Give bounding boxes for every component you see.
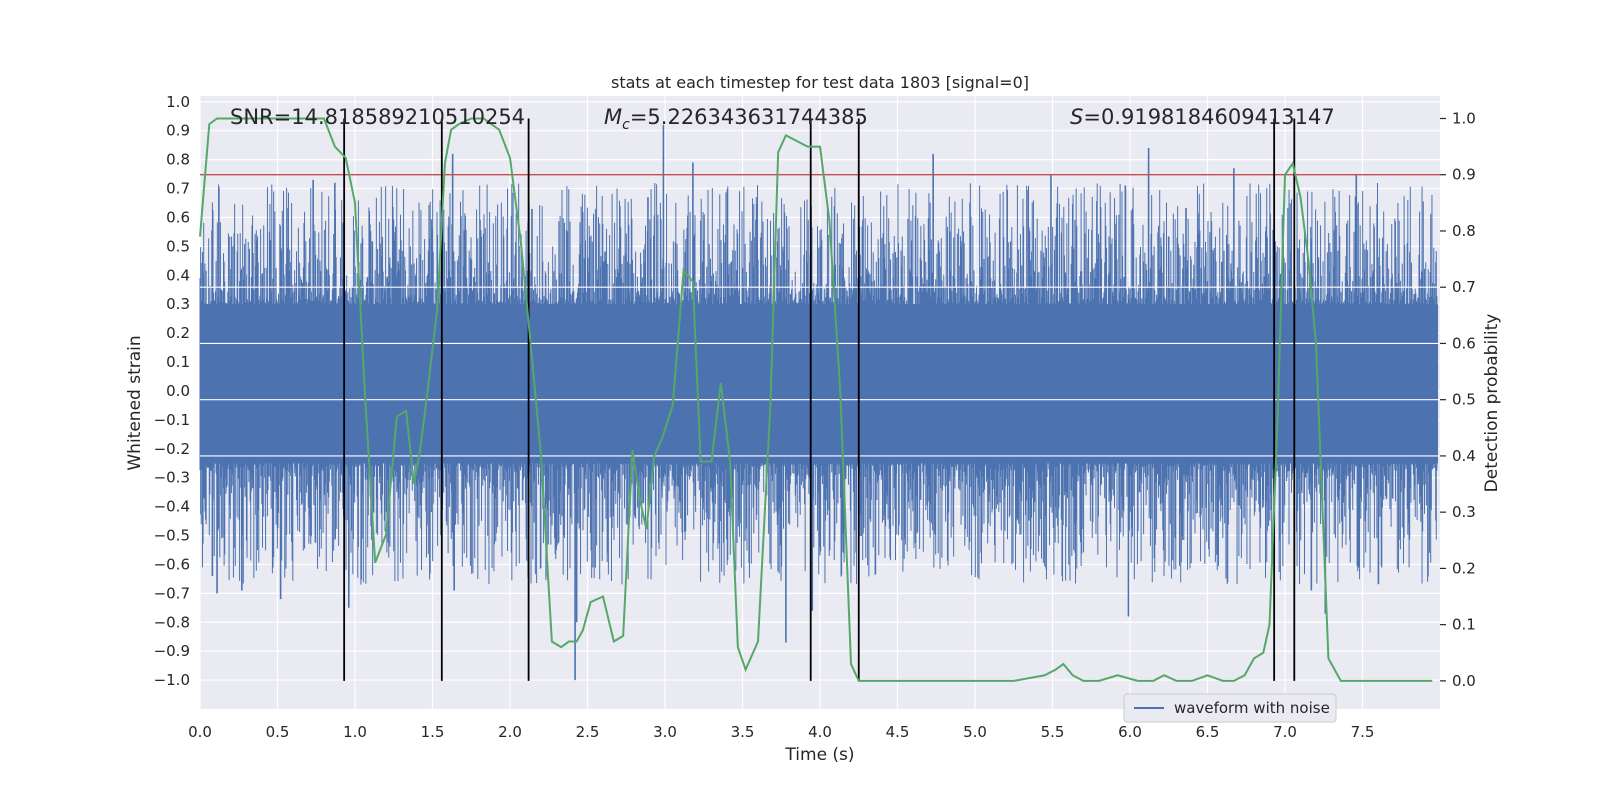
annotation-mc-subscript: c [622,117,630,133]
x-tick-label: 5.5 [1041,723,1065,741]
x-tick-label: 7.0 [1273,723,1297,741]
x-tick-label: 6.0 [1118,723,1142,741]
x-tick-label: 4.5 [886,723,910,741]
y-tick-label-left: −0.3 [154,469,190,487]
y-tick-label-left: 0.3 [166,295,190,313]
y-tick-label-left: −0.7 [154,584,190,602]
left-axis-ticks: 1.0 0.9 0.8 0.7 0.6 0.5 0.4 0.3 0.2 0.1 0.0 −0.1 −0.… [154,93,190,689]
x-tick-label: 0.0 [188,723,212,741]
annotation-s-symbol: S [1070,105,1083,129]
y-tick-label-left: −0.9 [154,642,190,660]
y-tick-label-left: 0.4 [166,266,190,284]
y-tick-label-left: 1.0 [166,93,190,111]
y-tick-label-left: 0.8 [166,151,190,169]
strain-trace [199,183,1438,585]
y-tick-label-right: 1.0 [1452,109,1476,127]
y-tick-label-left: −0.6 [154,555,190,573]
y-tick-label-left: 0.1 [166,353,190,371]
y-tick-label-right: 0.5 [1452,391,1476,409]
y-tick-label-right: 0.4 [1452,447,1476,465]
legend-label: waveform with noise [1174,699,1330,717]
x-tick-label: 7.5 [1351,723,1375,741]
annotation-s-value: =0.9198184609413147 [1083,105,1334,129]
legend-box [1123,693,1337,723]
x-tick-label: 1.5 [421,723,445,741]
x-tick-label: 3.0 [653,723,677,741]
y-tick-label-left: −1.0 [154,671,190,689]
x-axis-ticks: 0.0 0.5 1.0 1.5 2.0 2.5 3.0 3.5 4.0 4.5 5.0 5.5 6.0 6… [188,723,1374,741]
y-tick-label-right: 0.8 [1452,222,1476,240]
y-tick-label-left: −0.1 [154,411,190,429]
y-tick-label-right: 0.3 [1452,503,1476,521]
annotation-snr: SNR=14.818589210510254 [230,105,525,129]
x-axis-label: Time (s) [784,745,854,765]
y-tick-label-right: 0.1 [1452,616,1476,634]
y-tick-label-left: −0.2 [154,440,190,458]
x-tick-label: 2.0 [498,723,522,741]
x-tick-label: 3.5 [731,723,755,741]
y-tick-label-left: −0.4 [154,498,190,516]
right-axis-grid-lines [200,286,1440,457]
y-tick-label-left: 0.5 [166,237,190,255]
x-tick-label: 0.5 [266,723,290,741]
x-tick-label: 5.0 [963,723,987,741]
x-tick-label: 1.0 [343,723,367,741]
y-tick-label-right: 0.2 [1452,559,1476,577]
y-tick-label-left: 0.2 [166,324,190,342]
annotation-mc-value: =5.226343631744385 [630,105,868,129]
y-tick-label-right: 0.9 [1452,166,1476,184]
y-tick-label-left: 0.7 [166,180,190,198]
annotation-chirp-mass: Mc=5.226343631744385 [604,105,868,133]
right-axis-ticks: 1.0 0.9 0.8 0.7 0.6 0.5 0.4 0.3 0.2 0.1 0.0 [1440,109,1476,690]
legend: waveform with noise [1123,693,1337,723]
x-tick-label: 4.0 [808,723,832,741]
y-tick-label-left: 0.0 [166,382,190,400]
y-tick-label-left: −0.5 [154,527,190,545]
y-tick-label-left: 0.6 [166,208,190,226]
y-tick-label-right: 0.0 [1452,672,1476,690]
annotation-mc-symbol: M [604,105,622,129]
probability-line [199,117,1433,682]
annotation-s: S=0.9198184609413147 [1070,105,1335,129]
probability-series [199,117,1433,682]
x-tick-label: 2.5 [576,723,600,741]
strain-series [199,124,1438,681]
y-tick-label-right: 0.6 [1452,334,1476,352]
y-tick-label-left: 0.9 [166,122,190,140]
y-tick-label-right: 0.7 [1452,278,1476,296]
chart-title: stats at each timestep for test data 180… [611,73,1029,92]
y-axis-label-right: Detection probability [1482,314,1502,493]
y-tick-label-left: −0.8 [154,613,190,631]
y-axis-label-left: Whitened strain [125,335,145,470]
x-tick-label: 6.5 [1196,723,1220,741]
